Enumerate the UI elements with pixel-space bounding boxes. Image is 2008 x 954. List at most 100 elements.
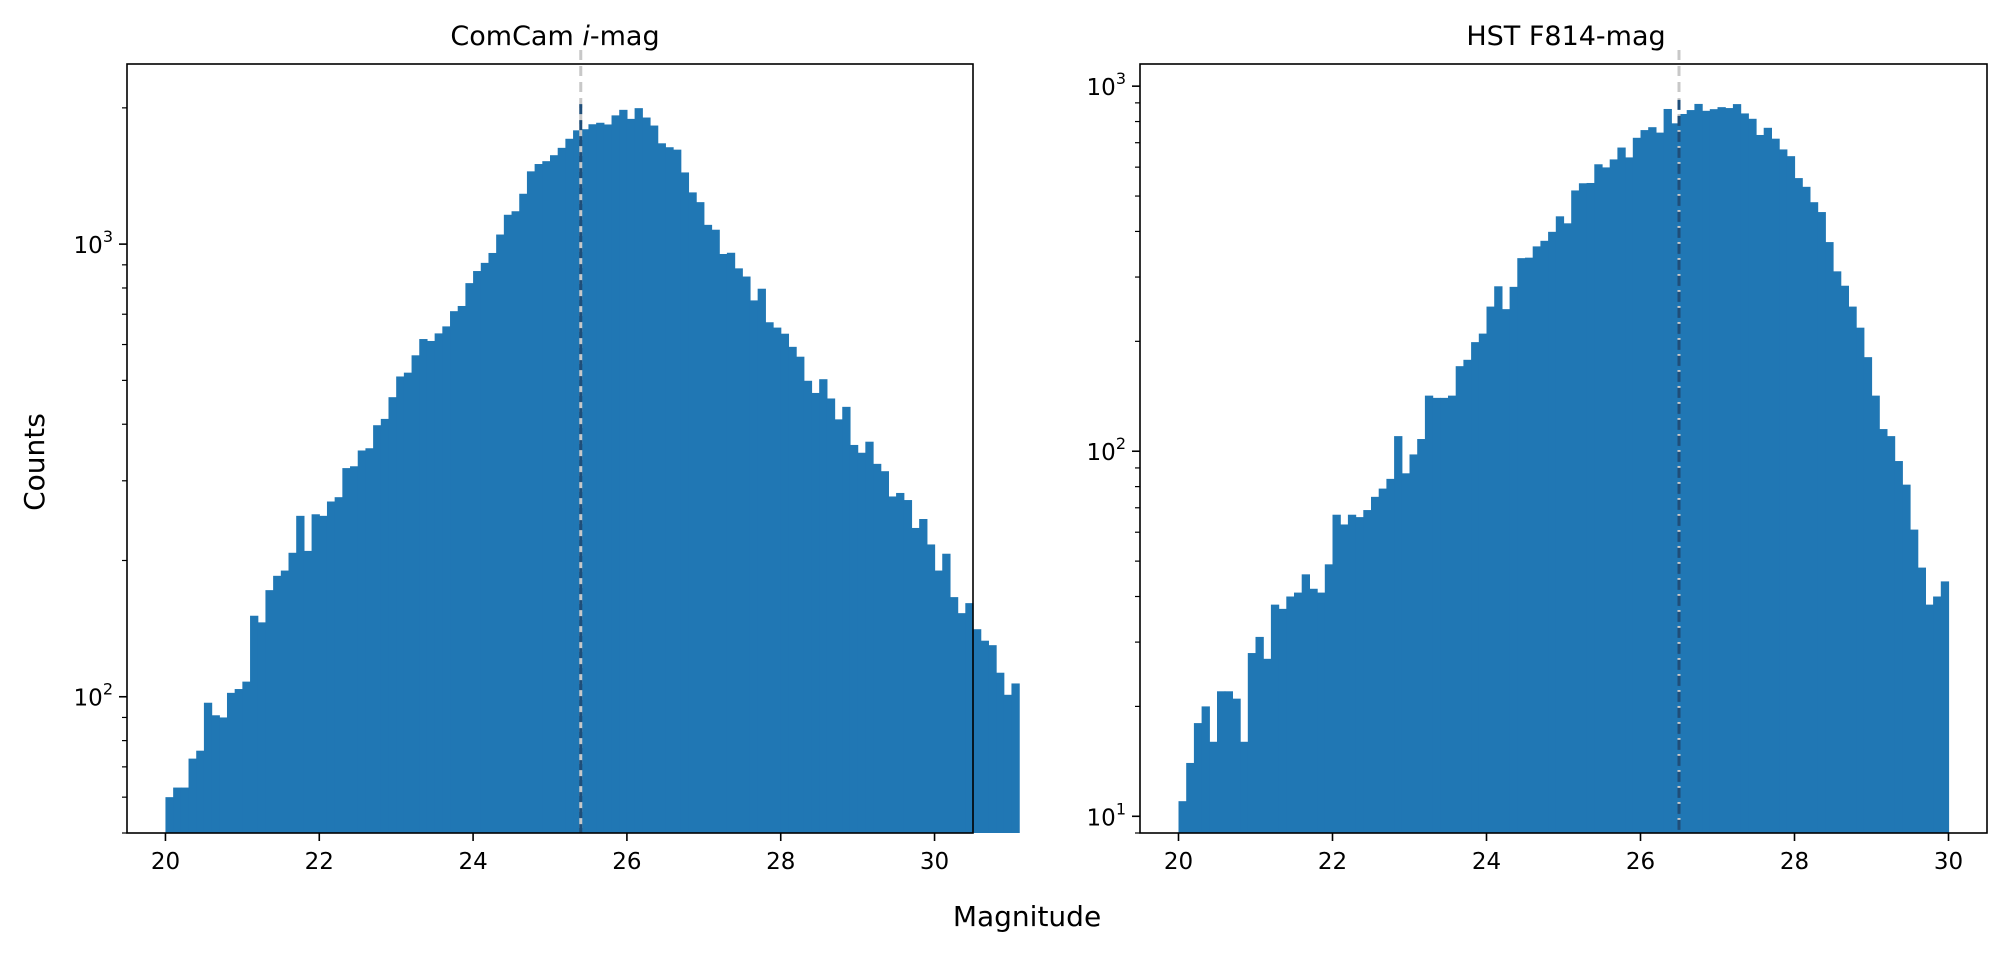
histogram-bar xyxy=(765,322,774,833)
y-tick-base: 10 xyxy=(1087,75,1116,101)
histogram-bar xyxy=(796,356,805,833)
histogram-bar xyxy=(1186,762,1195,833)
histogram-bar xyxy=(734,268,743,833)
histogram-bar xyxy=(580,129,590,834)
x-tick-label: 26 xyxy=(1626,849,1655,875)
histogram-bar xyxy=(1432,397,1441,833)
histogram-bar xyxy=(1794,178,1803,834)
histogram-bar xyxy=(1671,123,1680,833)
x-tick-label: 20 xyxy=(1164,849,1193,875)
title-part-0: ComCam xyxy=(450,21,582,52)
histogram-bar xyxy=(1609,159,1618,833)
histogram-bar xyxy=(903,500,913,833)
histogram-bar xyxy=(365,448,374,833)
panel-title-comcam: ComCam i-mag xyxy=(450,21,659,52)
bars-group xyxy=(165,108,1020,834)
histogram-bar xyxy=(1525,257,1534,833)
histogram-bar xyxy=(380,418,390,833)
histogram-bar xyxy=(1917,567,1926,833)
histogram-bar xyxy=(673,149,682,833)
histogram-bar xyxy=(1363,510,1372,833)
histogram-bar xyxy=(1401,473,1411,833)
histogram-bar xyxy=(1578,183,1588,833)
histogram-bar xyxy=(565,138,574,833)
x-tick-label: 28 xyxy=(766,849,795,875)
histogram-bar xyxy=(1648,127,1657,833)
histogram-bar xyxy=(788,346,797,833)
histogram-bar xyxy=(265,590,274,833)
histogram-bar xyxy=(1825,242,1834,834)
histogram-bar xyxy=(488,252,497,833)
histogram-bar xyxy=(1617,147,1626,834)
histogram-bar xyxy=(1486,306,1495,834)
histogram-bar xyxy=(1879,429,1888,833)
histogram-bar xyxy=(1501,309,1511,833)
y-tick-label: 101 xyxy=(1087,799,1126,831)
y-tick-label: 103 xyxy=(1087,69,1126,101)
histogram-bar xyxy=(719,253,728,834)
histogram-bar xyxy=(296,515,305,833)
histogram-bar xyxy=(450,311,459,833)
histogram-bar xyxy=(1655,132,1665,833)
histogram-bar xyxy=(196,750,205,833)
histogram-bar xyxy=(250,615,259,833)
histogram-bar xyxy=(873,463,882,833)
histogram-bar xyxy=(342,468,351,833)
histogram-bar xyxy=(1371,496,1380,833)
histogram-bar xyxy=(588,124,597,833)
histogram-bar xyxy=(949,597,959,833)
histogram-bar xyxy=(188,758,197,833)
histogram-bar xyxy=(411,355,420,833)
histogram-bar xyxy=(1317,592,1326,833)
histogram-bar xyxy=(1517,258,1526,833)
histogram-bar xyxy=(511,211,520,833)
histogram-bar xyxy=(257,622,267,833)
histogram-bar xyxy=(1440,397,1449,833)
histogram-bar xyxy=(1240,741,1249,833)
histogram-bar xyxy=(688,192,697,833)
histogram-bar xyxy=(1378,488,1387,833)
histogram-bar xyxy=(1294,592,1303,833)
histogram-bar xyxy=(1709,109,1719,833)
histogram-bar xyxy=(550,155,559,833)
histogram-bar xyxy=(280,570,290,833)
histogram-bar xyxy=(1809,202,1819,833)
histogram-bar xyxy=(1494,286,1503,833)
histogram-bar xyxy=(973,629,982,833)
histogram-bar xyxy=(657,143,666,833)
histogram-bar xyxy=(1571,190,1580,833)
histogram-bar xyxy=(234,689,243,833)
histogram-bar xyxy=(1640,130,1649,834)
histogram-bar xyxy=(1756,134,1765,834)
histogram-bar xyxy=(980,640,989,833)
histogram-bar xyxy=(1409,454,1418,833)
histogram-bar xyxy=(1725,108,1734,833)
histogram-bar xyxy=(1386,478,1395,833)
histogram-bar xyxy=(326,501,336,833)
histogram-bar xyxy=(988,645,997,833)
histogram-bar xyxy=(634,108,643,833)
histogram-bar xyxy=(849,444,859,833)
histogram-bar xyxy=(773,327,782,833)
histogram-bar xyxy=(711,229,720,834)
x-tick-label: 24 xyxy=(458,849,487,875)
histogram-bar xyxy=(1632,137,1642,834)
plot-frame xyxy=(1139,63,1988,834)
histogram-bar xyxy=(1232,698,1241,833)
x-tick-label: 30 xyxy=(1934,849,1963,875)
histogram-bar xyxy=(165,797,174,833)
histogram-bar xyxy=(1763,127,1772,834)
histogram-bar xyxy=(957,613,966,833)
histogram-bar xyxy=(965,603,974,833)
histogram-bar xyxy=(1586,182,1595,834)
histogram-bar xyxy=(303,550,313,833)
histogram-bar xyxy=(1732,104,1742,834)
y-tick-label: 102 xyxy=(1087,434,1126,466)
histogram-bar xyxy=(1532,246,1541,833)
histogram-bar xyxy=(626,118,636,833)
histogram-bar xyxy=(911,527,920,833)
histogram-bar xyxy=(1340,524,1349,833)
y-tick-base: 10 xyxy=(1087,805,1116,831)
histogram-bar xyxy=(1802,186,1811,833)
